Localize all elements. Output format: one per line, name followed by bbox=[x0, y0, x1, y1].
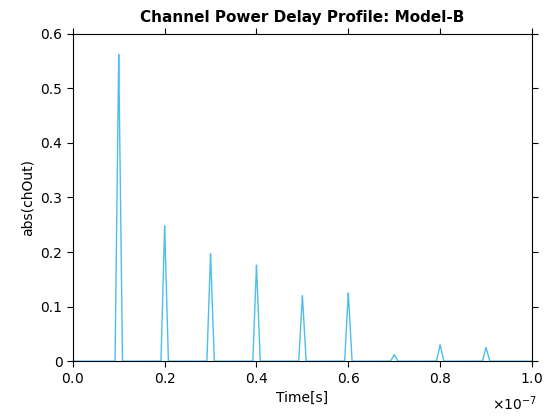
X-axis label: Time[s]: Time[s] bbox=[276, 391, 329, 405]
Text: $\times10^{-7}$: $\times10^{-7}$ bbox=[492, 394, 536, 412]
Title: Channel Power Delay Profile: Model-B: Channel Power Delay Profile: Model-B bbox=[140, 10, 465, 26]
Y-axis label: abs(chOut): abs(chOut) bbox=[21, 159, 35, 236]
